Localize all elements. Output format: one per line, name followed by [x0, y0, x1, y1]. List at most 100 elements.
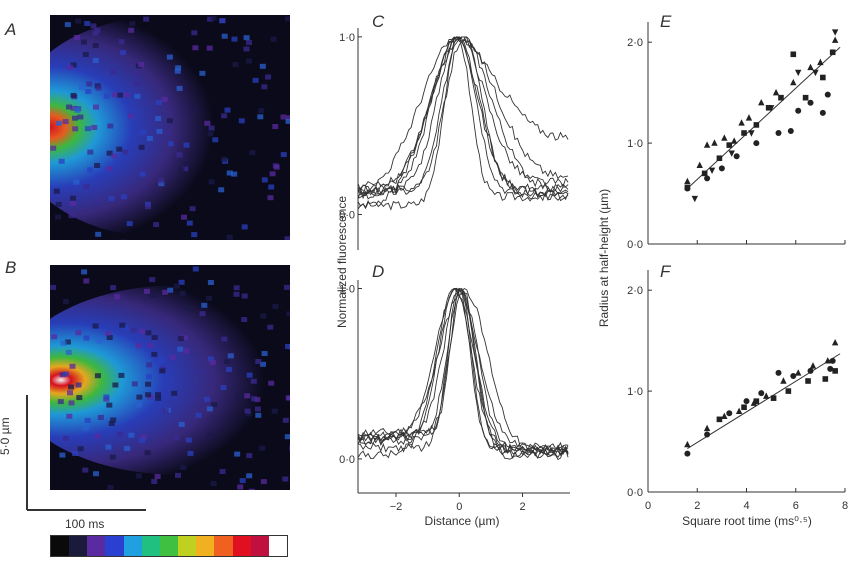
noise-pixel — [105, 444, 112, 450]
noise-pixel — [260, 361, 266, 367]
y-axis-title-radius: Radius at half-height (µm) — [597, 189, 611, 327]
noise-pixel — [82, 467, 89, 473]
data-point-square — [701, 170, 708, 177]
noise-pixel — [267, 195, 274, 201]
data-point-triangle-up — [711, 139, 718, 146]
noise-pixel — [146, 362, 153, 368]
x-tick-label: 0 — [456, 501, 462, 513]
noise-pixel — [132, 70, 139, 76]
noise-pixel — [145, 204, 152, 210]
scale-bars — [26, 395, 146, 511]
noise-pixel — [231, 36, 238, 42]
noise-pixel — [139, 328, 146, 334]
noise-pixel — [75, 330, 82, 336]
noise-pixel — [94, 163, 101, 168]
colorbar-swatch — [178, 536, 197, 556]
noise-pixel — [83, 335, 90, 341]
noise-pixel — [74, 107, 81, 113]
data-point-triangle-up — [831, 338, 839, 346]
noise-pixel — [72, 115, 78, 121]
data-point-triangle-up — [684, 177, 691, 185]
x-axis-title-distance: Distance (µm) — [425, 514, 500, 528]
profile-line — [357, 287, 569, 457]
data-point-triangle-up — [735, 407, 743, 414]
noise-pixel — [146, 136, 153, 141]
noise-pixel — [175, 65, 182, 71]
noise-pixel — [84, 417, 91, 423]
data-point-triangle-down — [831, 29, 839, 36]
noise-pixel — [139, 130, 146, 135]
noise-pixel — [255, 412, 262, 418]
panel-label-e: E — [660, 12, 672, 31]
noise-pixel — [106, 335, 113, 340]
noise-pixel — [246, 473, 253, 479]
colorbar-swatch — [105, 536, 124, 556]
noise-pixel — [128, 113, 134, 119]
data-point-square — [741, 130, 747, 136]
data-point-circle — [726, 410, 733, 417]
noise-pixel — [81, 269, 88, 275]
noise-pixel — [147, 342, 154, 348]
data-point-square — [765, 104, 772, 111]
colorbar-swatch — [232, 536, 251, 556]
data-point-triangle-up — [758, 99, 765, 106]
data-point-triangle-up — [780, 377, 787, 384]
noise-pixel — [76, 395, 83, 401]
panel-label-a: A — [5, 20, 17, 39]
noise-pixel — [110, 285, 117, 291]
noise-pixel — [258, 108, 265, 114]
noise-pixel — [238, 118, 245, 124]
noise-pixel — [237, 484, 244, 490]
noise-pixel — [67, 390, 73, 396]
data-point-square — [778, 94, 784, 101]
noise-pixel — [72, 451, 79, 456]
noise-pixel — [59, 452, 66, 458]
noise-pixel — [210, 481, 217, 486]
noise-pixel — [219, 18, 226, 24]
noise-pixel — [107, 123, 114, 129]
noise-pixel — [81, 39, 87, 45]
noise-pixel — [257, 114, 264, 120]
noise-pixel — [128, 432, 135, 438]
noise-pixel — [87, 167, 93, 173]
noise-pixel — [269, 171, 276, 177]
panel-label-f: F — [660, 262, 671, 281]
noise-pixel — [284, 284, 290, 290]
noise-pixel — [185, 437, 192, 443]
noise-pixel — [249, 150, 256, 156]
data-point-circle — [704, 431, 711, 438]
data-point-circle — [775, 130, 782, 136]
color-scale-bar — [50, 535, 288, 557]
noise-pixel — [245, 411, 252, 417]
noise-pixel — [106, 150, 113, 156]
noise-pixel — [109, 454, 116, 460]
data-point-circle — [807, 367, 814, 374]
data-point-square — [829, 49, 836, 56]
noise-pixel — [77, 446, 84, 452]
noise-pixel — [96, 338, 103, 344]
noise-pixel — [66, 104, 72, 110]
noise-pixel — [218, 187, 225, 193]
noise-pixel — [60, 340, 67, 346]
noise-pixel — [70, 105, 77, 111]
noise-pixel — [136, 394, 143, 400]
data-point-triangle-up — [684, 440, 691, 448]
noise-pixel — [92, 58, 99, 63]
noise-pixel — [90, 23, 97, 29]
noise-pixel — [178, 279, 185, 285]
y-tick-label: 0·0 — [627, 239, 643, 251]
data-point-square — [741, 404, 747, 411]
data-point-circle — [758, 390, 765, 397]
noise-pixel — [191, 30, 198, 36]
noise-pixel — [51, 334, 58, 340]
noise-pixel — [55, 202, 62, 207]
y-tick-label: 2·0 — [627, 37, 643, 49]
noise-pixel — [92, 43, 99, 48]
y-tick-label: 0·0 — [627, 487, 643, 499]
noise-pixel — [246, 453, 253, 459]
noise-pixel — [260, 313, 267, 319]
data-point-triangle-up — [809, 362, 817, 369]
noise-pixel — [220, 385, 227, 391]
noise-pixel — [151, 335, 158, 340]
x-axis-title-sqrt-time: Square root time (ms⁰·⁵) — [682, 514, 812, 528]
